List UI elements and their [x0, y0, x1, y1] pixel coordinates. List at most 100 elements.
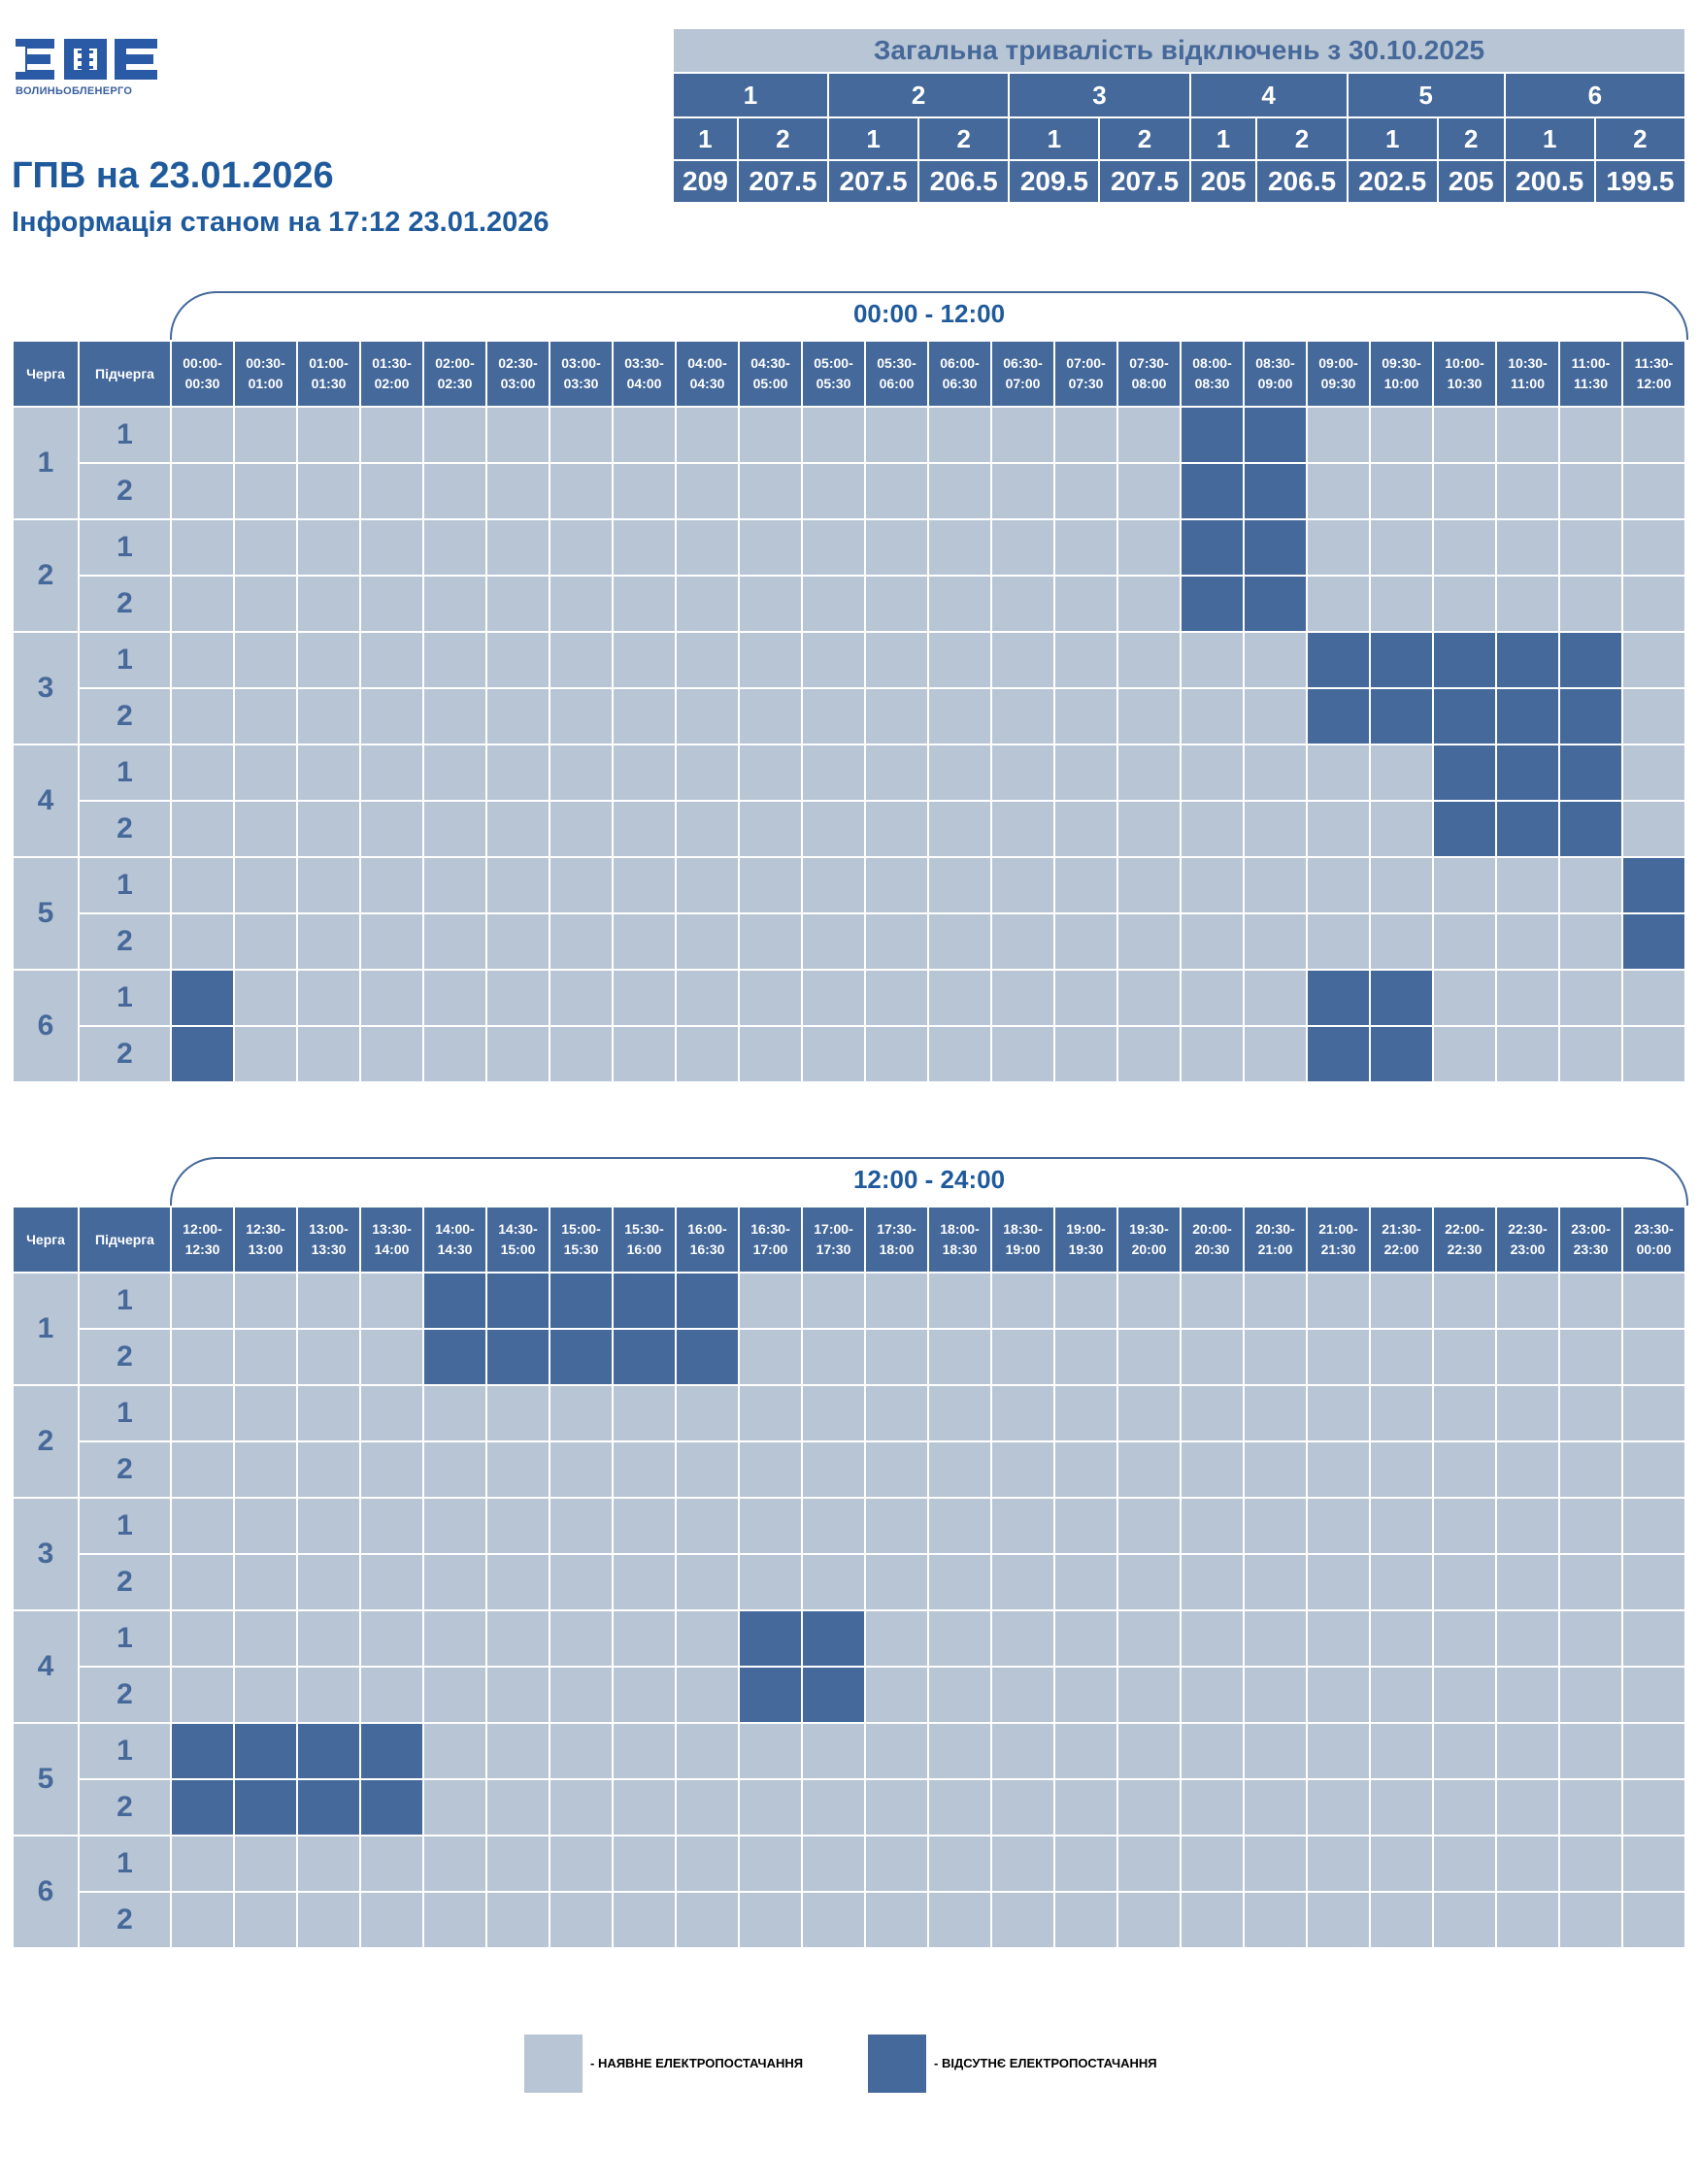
slot-power-on	[738, 1025, 803, 1083]
slot-power-on	[612, 1722, 677, 1780]
subqueue-cell: 1	[78, 1384, 172, 1442]
slot-power-on	[990, 406, 1055, 464]
slot-outage	[485, 1272, 550, 1330]
slot-power-on	[1621, 406, 1686, 464]
slot-outage	[1369, 631, 1434, 689]
time-slot-header: 04:30- 05:00	[738, 340, 803, 408]
slot-power-on	[1243, 1384, 1308, 1442]
slot-power-on	[170, 1609, 235, 1668]
slot-outage	[1306, 969, 1371, 1027]
slot-power-on	[927, 800, 992, 858]
slot-power-on	[990, 1497, 1055, 1555]
slot-power-on	[170, 1891, 235, 1949]
slot-power-on	[1558, 518, 1623, 577]
slot-power-on	[927, 969, 992, 1027]
slot-power-on	[549, 856, 614, 914]
time-slot-header: 21:30- 22:00	[1369, 1206, 1434, 1274]
slot-power-on	[1369, 1497, 1434, 1555]
slot-power-on	[1432, 1553, 1497, 1611]
slot-power-on	[927, 1835, 992, 1893]
slot-power-on	[1369, 518, 1434, 577]
slot-power-on	[864, 1440, 929, 1499]
slot-power-on	[1116, 969, 1182, 1027]
slot-power-on	[233, 1835, 298, 1893]
summary-subqueue: 1	[1503, 116, 1596, 161]
slot-power-on	[864, 1553, 929, 1611]
slot-power-on	[1053, 1609, 1118, 1668]
slot-power-on	[485, 1722, 550, 1780]
slot-power-on	[675, 1384, 740, 1442]
time-slot-header: 07:00- 07:30	[1053, 340, 1118, 408]
slot-power-on	[170, 800, 235, 858]
slot-power-on	[1306, 1835, 1371, 1893]
slot-power-on	[1369, 1440, 1434, 1499]
slot-outage	[1243, 518, 1308, 577]
slot-power-on	[1432, 518, 1497, 577]
subqueue-cell: 2	[78, 800, 172, 858]
slot-power-on	[1243, 1891, 1308, 1949]
slot-power-on	[675, 744, 740, 802]
slot-power-on	[1180, 1891, 1245, 1949]
slot-power-on	[296, 1272, 361, 1330]
time-slot-header: 15:30- 16:00	[612, 1206, 677, 1274]
slot-power-on	[1621, 631, 1686, 689]
queue-cell: 1	[12, 1272, 80, 1386]
slot-power-on	[1116, 462, 1182, 520]
summary-duration-value: 207.5	[1098, 159, 1191, 204]
summary-subqueue: 2	[1098, 116, 1191, 161]
slot-power-on	[1180, 687, 1245, 745]
time-slot-header: 12:00- 12:30	[170, 1206, 235, 1274]
slot-power-on	[296, 1553, 361, 1611]
slot-power-on	[1558, 856, 1623, 914]
slot-power-on	[1558, 575, 1623, 633]
slot-outage	[1180, 462, 1245, 520]
slot-power-on	[1180, 1497, 1245, 1555]
slot-outage	[612, 1272, 677, 1330]
time-slot-header: 00:30- 01:00	[233, 340, 298, 408]
slot-outage	[170, 1778, 235, 1837]
slot-power-on	[549, 1609, 614, 1668]
summary-subqueue: 2	[1593, 116, 1687, 161]
summary-queue-4: 4	[1188, 72, 1349, 118]
slot-power-on	[1621, 744, 1686, 802]
slot-power-on	[801, 1835, 866, 1893]
slot-power-on	[990, 1722, 1055, 1780]
slot-power-on	[1053, 1778, 1118, 1837]
time-slot-header: 01:30- 02:00	[359, 340, 424, 408]
slot-power-on	[1306, 1497, 1371, 1555]
slot-power-on	[1116, 1891, 1182, 1949]
info-timestamp: Інформація станом на 17:12 23.01.2026	[12, 207, 550, 238]
slot-power-on	[170, 1272, 235, 1330]
slot-power-on	[864, 744, 929, 802]
slot-outage	[359, 1778, 424, 1837]
time-slot-header: 22:00- 22:30	[1432, 1206, 1497, 1274]
slot-power-on	[1369, 1891, 1434, 1949]
slot-power-on	[170, 462, 235, 520]
slot-power-on	[612, 406, 677, 464]
slot-outage	[1243, 406, 1308, 464]
slot-power-on	[549, 1025, 614, 1083]
slot-power-on	[990, 912, 1055, 971]
time-slot-header: 07:30- 08:00	[1116, 340, 1182, 408]
slot-power-on	[612, 687, 677, 745]
slot-power-on	[170, 912, 235, 971]
slot-power-on	[1180, 744, 1245, 802]
schedule-row: 2	[13, 1778, 1686, 1837]
slot-power-on	[675, 1025, 740, 1083]
slot-power-on	[359, 1440, 424, 1499]
slot-power-on	[549, 1666, 614, 1724]
summary-subqueue: 1	[826, 116, 920, 161]
slot-power-on	[675, 969, 740, 1027]
slot-power-on	[1369, 462, 1434, 520]
slot-power-on	[485, 912, 550, 971]
slot-power-on	[927, 1497, 992, 1555]
slot-power-on	[485, 575, 550, 633]
slot-power-on	[927, 631, 992, 689]
voe-logo	[16, 39, 157, 80]
slot-power-on	[1369, 1666, 1434, 1724]
slot-power-on	[549, 1891, 614, 1949]
slot-power-on	[422, 1497, 487, 1555]
slot-power-on	[864, 1722, 929, 1780]
